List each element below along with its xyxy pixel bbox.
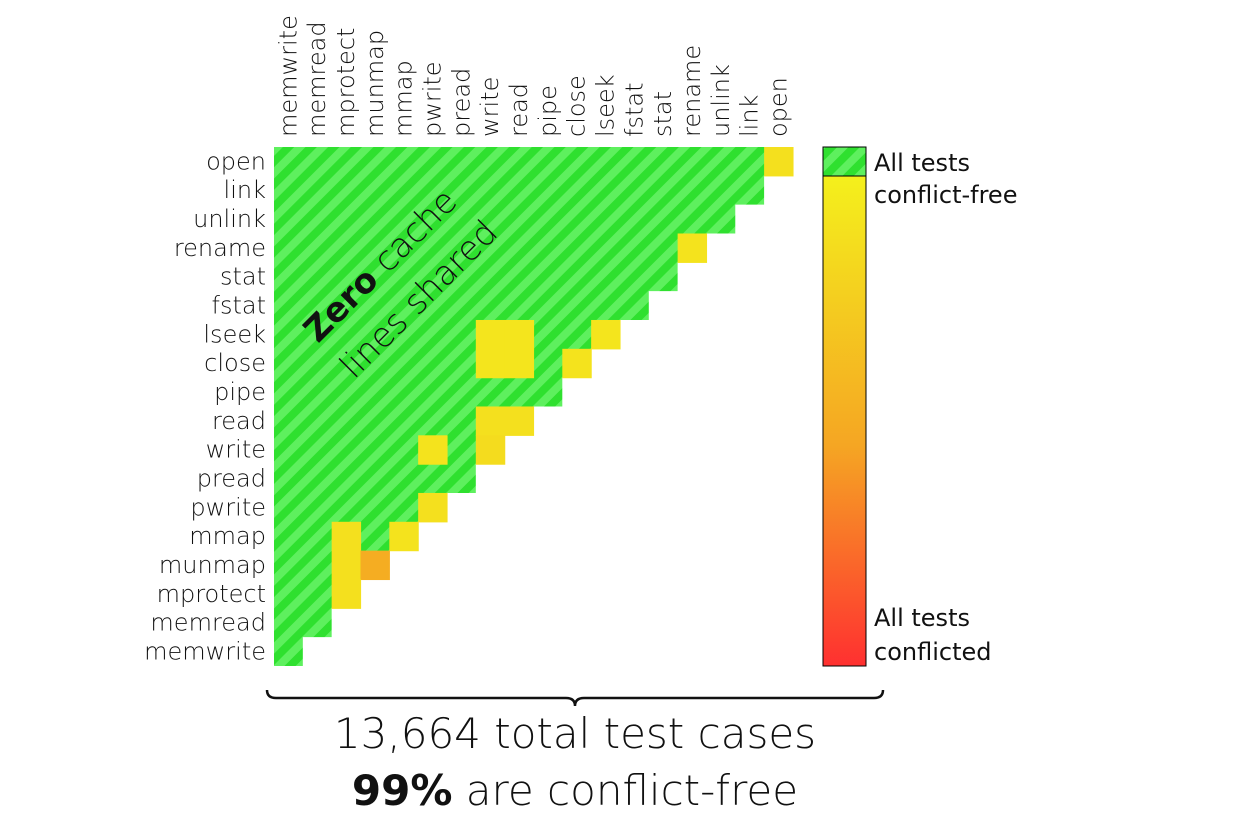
row-label-munmap: munmap [159,551,266,579]
heatmap-cell-lseek-lseek [591,319,621,350]
row-label-unlink: unlink [193,205,266,233]
heatmap-cell-close-read [504,348,535,379]
heatmap-cell-write-write [475,435,506,465]
row-label-pread: pread [197,465,266,493]
legend-bottom-label-2: conflicted [874,638,991,666]
row-label-close: close [204,349,266,377]
row-label-read: read [212,407,266,435]
row-label-rename: rename [174,234,266,262]
heatmap-cell-pwrite-pwrite [418,492,448,523]
column-label-lseek: lseek [592,74,620,137]
heatmap-cell-read-read [504,406,535,436]
column-label-stat: stat [649,91,677,137]
row-label-pipe: pipe [214,378,266,406]
caption-brace [265,689,885,707]
heatmap-cell-rename-rename [677,233,708,263]
heatmap-cell-lseek-read [504,319,535,350]
row-label-stat: stat [220,263,266,291]
row-labels: openlinkunlinkrenamestatfstatlseekclosep… [144,147,266,665]
column-labels: memwrite memread mprotect munmap mmap pwrite p… [274,15,792,137]
column-label-munmap: munmap [361,30,389,137]
row-label-memwrite: memwrite [144,638,266,666]
heatmap-cell-mprotect-mprotect [331,579,362,609]
column-label-memwrite: memwrite [274,15,302,137]
column-label-fstat: fstat [620,83,648,137]
heatmap-cell-close-close [562,348,592,379]
row-label-mmap: mmap [189,522,266,550]
caption-total-tests: 13,664 total test cases [333,709,817,758]
heatmap-cell-munmap-mprotect [331,550,362,581]
row-label-fstat: fstat [212,292,266,320]
column-label-link: link [736,94,764,137]
legend-gradient-bar [822,175,867,667]
matrix-cells [274,147,794,666]
legend-free-swatch [822,146,867,177]
column-label-pipe: pipe [534,85,562,137]
column-label-unlink: unlink [707,64,735,137]
heatmap-cell-munmap-munmap [360,550,390,581]
legend-bottom-label-1: All tests [874,604,970,632]
heatmap-cell-mmap-mprotect [331,521,362,552]
row-label-write: write [206,436,266,464]
heatmap-cell-write-pwrite [418,435,448,465]
row-label-open: open [206,147,266,175]
column-label-mprotect: mprotect [332,28,360,137]
row-label-memread: memread [150,609,266,637]
legend: All tests conflict-free All tests confli… [822,146,1017,667]
column-label-read: read [505,83,533,137]
caption-conflict-free: 99% are conflict-free [266,766,884,815]
heatmap-cell-mmap-mmap [389,521,419,552]
column-label-pread: pread [447,68,475,137]
caption-rest: are conflict-free [452,766,799,815]
column-label-pwrite: pwrite [419,61,447,137]
legend-top-label-2: conflict-free [874,181,1017,209]
row-label-link: link [224,176,267,204]
row-label-pwrite: pwrite [190,493,266,521]
column-label-rename: rename [678,45,706,137]
heatmap-cell-close-write [475,348,506,379]
heatmap-cell-open-open [764,147,794,177]
row-label-mprotect: mprotect [157,580,266,608]
heatmap-cell-lseek-write [475,319,506,350]
column-label-memread: memread [303,21,331,137]
column-label-open: open [765,77,793,137]
heatmap-cell-read-write [475,406,506,436]
column-label-close: close [563,75,591,137]
row-label-lseek: lseek [203,320,266,348]
column-label-mmap: mmap [390,60,418,137]
column-label-write: write [476,77,504,137]
caption-percent: 99% [351,766,453,815]
legend-top-label-1: All tests [874,149,970,177]
